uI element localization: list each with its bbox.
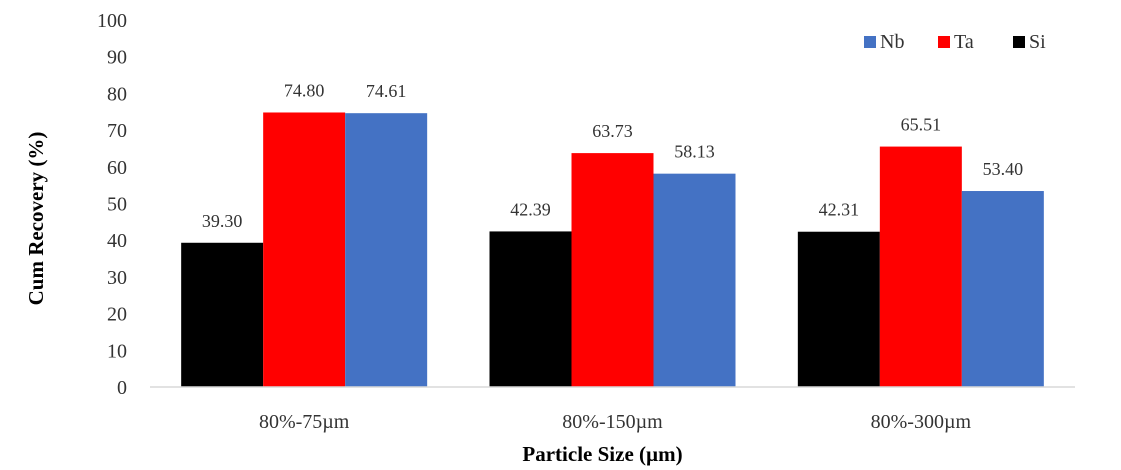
bar-ta [263, 112, 346, 387]
legend-label-si: Si [1029, 31, 1046, 53]
data-label: 58.13 [674, 142, 715, 162]
legend-label-nb: Nb [880, 31, 904, 53]
bar-ta [571, 153, 654, 387]
legend: Nb Ta Si [864, 31, 1046, 53]
y-axis-ticks: 0 10 20 30 40 50 60 70 80 90 100 [97, 10, 127, 399]
y-tick-label: 70 [107, 120, 127, 142]
legend-swatch-ta [938, 36, 950, 48]
category-label: 80%-150µm [562, 411, 663, 433]
data-label: 65.51 [901, 115, 942, 135]
y-tick-label: 60 [107, 157, 127, 179]
y-tick-label: 50 [107, 194, 127, 216]
data-label: 74.80 [284, 80, 325, 100]
bar-nb [653, 173, 736, 387]
data-label: 63.73 [592, 121, 633, 141]
bar-si [181, 242, 264, 387]
bar-nb [961, 191, 1044, 387]
y-axis-title: Cum Recovery (%) [24, 132, 48, 306]
y-tick-label: 80 [107, 83, 127, 105]
bar-si [797, 231, 880, 387]
data-label: 42.31 [819, 200, 860, 220]
data-label: 39.30 [202, 211, 243, 231]
y-tick-label: 20 [107, 304, 127, 326]
legend-label-ta: Ta [954, 31, 974, 53]
y-tick-label: 100 [97, 10, 127, 32]
y-tick-label: 30 [107, 267, 127, 289]
category-labels: 80%-75µm 80%-150µm 80%-300µm [259, 411, 972, 433]
category-label: 80%-75µm [259, 411, 350, 433]
bar-ta [879, 146, 962, 387]
category-label: 80%-300µm [871, 411, 972, 433]
legend-swatch-nb [864, 36, 876, 48]
x-axis-title: Particle Size (µm) [522, 442, 682, 466]
data-label: 74.61 [366, 81, 407, 101]
bar-si [489, 231, 572, 387]
y-tick-label: 0 [117, 377, 127, 399]
bars [181, 112, 1044, 387]
data-labels: 39.30 74.80 74.61 42.39 63.73 58.13 42.31 65.51… [202, 80, 1023, 230]
y-tick-label: 90 [107, 47, 127, 69]
bar-nb [345, 113, 428, 387]
legend-swatch-si [1013, 36, 1025, 48]
y-tick-label: 10 [107, 340, 127, 362]
data-label: 42.39 [510, 199, 551, 219]
y-tick-label: 40 [107, 230, 127, 252]
data-label: 53.40 [983, 159, 1024, 179]
